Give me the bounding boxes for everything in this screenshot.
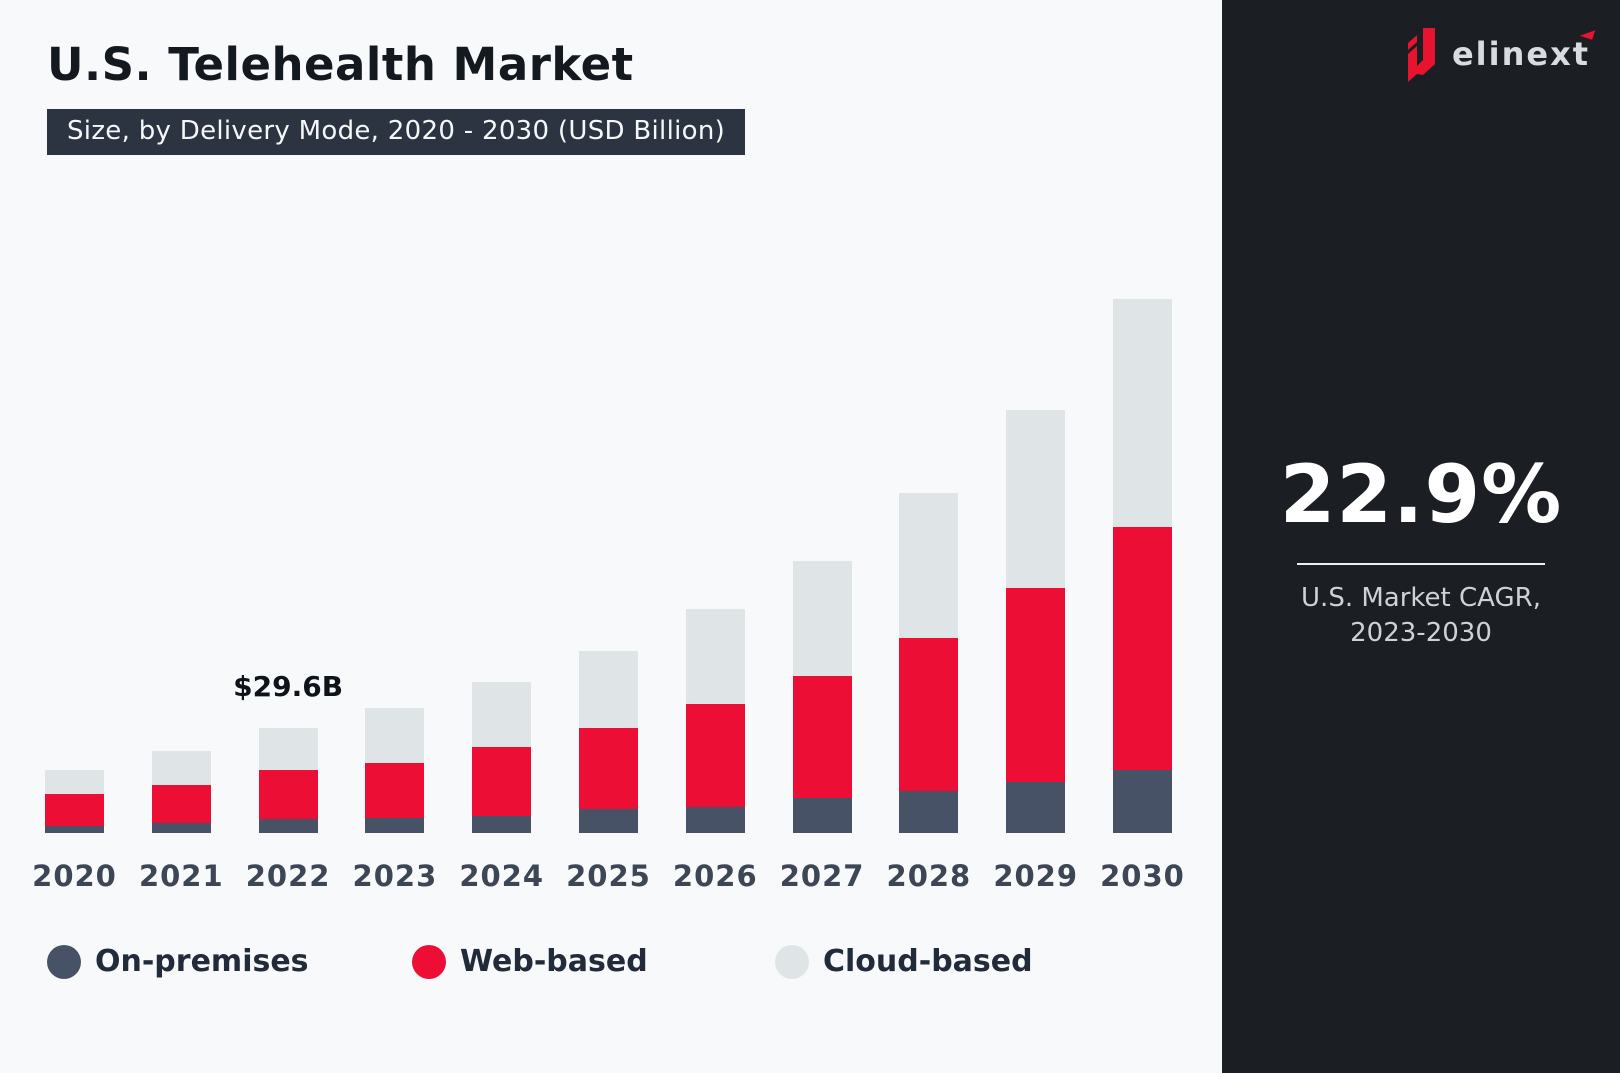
bar-segment-web-based bbox=[151, 784, 211, 823]
brand-name: elinext bbox=[1452, 26, 1596, 73]
bar-segment-web-based bbox=[45, 794, 104, 826]
bar-segment-web-based bbox=[1006, 588, 1066, 783]
legend-label-web-based: Web-based bbox=[460, 944, 648, 979]
bar-segment-web-based bbox=[258, 769, 318, 819]
x-axis-label-2030: 2030 bbox=[1100, 859, 1185, 893]
bar-segment-web-based bbox=[1112, 526, 1172, 771]
bar-segment-on-premises bbox=[258, 818, 318, 833]
x-axis-label-2023: 2023 bbox=[352, 859, 438, 893]
bar-annotation-2022: $29.6B bbox=[233, 670, 344, 704]
bar-column-2030: 2030 bbox=[1100, 0, 1184, 893]
bar-segment-cloud-based bbox=[792, 560, 852, 676]
bar-segment-cloud-based bbox=[685, 608, 745, 704]
bar-segment-on-premises bbox=[792, 798, 852, 833]
chart-subtitle-badge: Size, by Delivery Mode, 2020 - 2030 (USD… bbox=[47, 109, 746, 155]
x-axis-label-2025: 2025 bbox=[566, 859, 651, 893]
sidebar-panel: elinext 22.9% U.S. Market CAGR, 2023-203… bbox=[1222, 0, 1620, 1073]
bar-segment-on-premises bbox=[1006, 782, 1066, 833]
bar-segment-on-premises bbox=[365, 818, 425, 833]
bar-segment-on-premises bbox=[472, 816, 532, 833]
bar-column-2026: 2026 bbox=[673, 0, 757, 893]
bar-segment-web-based bbox=[899, 637, 959, 792]
x-axis-label-2028: 2028 bbox=[886, 859, 972, 893]
bar-segment-cloud-based bbox=[899, 492, 959, 638]
legend-swatch-cloud-based-icon bbox=[775, 944, 809, 979]
legend-label-cloud-based: Cloud-based bbox=[823, 944, 1033, 979]
bar-segment-on-premises bbox=[899, 791, 959, 833]
cagr-divider bbox=[1297, 563, 1545, 565]
bar-segment-on-premises bbox=[151, 822, 211, 833]
x-axis-label-2026: 2026 bbox=[672, 859, 758, 893]
elinext-logo-icon bbox=[1407, 28, 1435, 82]
bar-segment-cloud-based bbox=[151, 750, 211, 785]
x-axis-label-2029: 2029 bbox=[993, 859, 1079, 893]
bar-segment-web-based bbox=[365, 762, 425, 819]
cagr-block: 22.9% U.S. Market CAGR, 2023-2030 bbox=[1222, 448, 1620, 651]
bar-column-2023: 2023 bbox=[353, 0, 436, 893]
bar-segment-cloud-based bbox=[472, 681, 532, 748]
bar-segment-cloud-based bbox=[365, 708, 425, 763]
legend-swatch-on-premises-icon bbox=[47, 944, 81, 979]
chart-legend: On-premises Web-based Cloud-based bbox=[47, 944, 1033, 979]
x-axis-label-2022: 2022 bbox=[245, 859, 331, 893]
x-axis-label-2024: 2024 bbox=[459, 859, 545, 893]
legend-label-on-premises: On-premises bbox=[95, 944, 309, 979]
bar-segment-cloud-based bbox=[578, 651, 638, 728]
x-axis-label-2020: 2020 bbox=[32, 859, 117, 893]
cagr-label-line1: U.S. Market CAGR, bbox=[1301, 583, 1541, 613]
bar-column-2020: 2020 bbox=[32, 0, 116, 893]
cagr-value: 22.9% bbox=[1279, 448, 1563, 541]
bar-segment-cloud-based bbox=[258, 728, 318, 770]
bar-segment-on-premises bbox=[685, 807, 745, 833]
bar-segment-web-based bbox=[578, 727, 638, 809]
bar-segment-on-premises bbox=[1112, 770, 1172, 833]
x-axis-label-2021: 2021 bbox=[138, 859, 224, 893]
x-axis-label-2027: 2027 bbox=[779, 859, 865, 893]
cagr-label-line2: 2023-2030 bbox=[1350, 618, 1492, 649]
legend-swatch-web-based-icon bbox=[412, 944, 446, 979]
bar-segment-on-premises bbox=[578, 808, 638, 833]
cagr-label: U.S. Market CAGR, 2023-2030 bbox=[1222, 581, 1620, 651]
page-title: U.S. Telehealth Market bbox=[47, 38, 634, 91]
legend-item-on-premises: On-premises bbox=[47, 944, 412, 979]
bar-segment-web-based bbox=[685, 703, 745, 808]
bar-column-2028: 2028 bbox=[887, 0, 970, 893]
bar-column-2021: 2021 bbox=[139, 0, 223, 893]
legend-item-cloud-based: Cloud-based bbox=[775, 944, 1033, 979]
bar-segment-web-based bbox=[792, 675, 852, 799]
bar-column-2025: 2025 bbox=[566, 0, 650, 893]
brand-logo: elinext bbox=[1400, 26, 1596, 82]
bar-segment-web-based bbox=[472, 747, 532, 817]
bar-segment-cloud-based bbox=[45, 769, 104, 795]
stacked-bar-chart: 2020 2021 $29.6B 2022 2023 2024 2025 2026 2027 20… bbox=[32, 0, 1184, 893]
bar-column-2022: $29.6B 2022 bbox=[233, 0, 343, 893]
bar-column-2024: 2024 bbox=[459, 0, 543, 893]
bar-segment-cloud-based bbox=[1112, 298, 1172, 527]
legend-item-web-based: Web-based bbox=[412, 944, 775, 979]
bar-column-2029: 2029 bbox=[993, 0, 1077, 893]
bar-segment-on-premises bbox=[45, 825, 104, 833]
bar-segment-cloud-based bbox=[1006, 409, 1066, 589]
bar-column-2027: 2027 bbox=[780, 0, 863, 893]
